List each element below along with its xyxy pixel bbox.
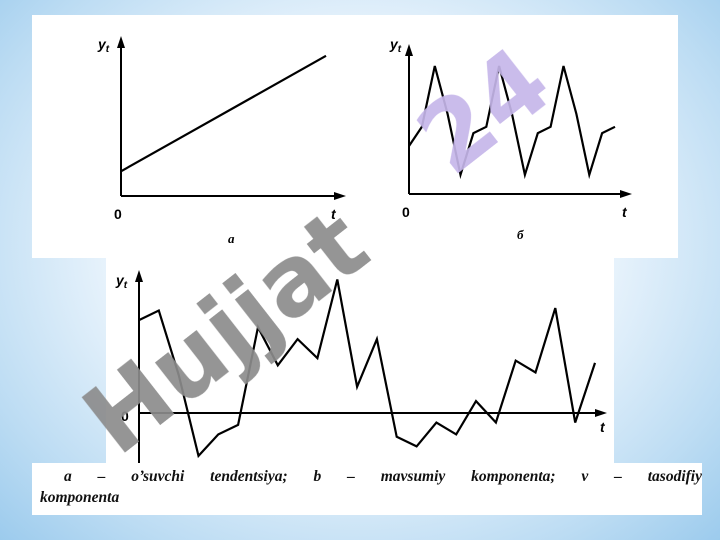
chart-b-panel-letter: б bbox=[517, 227, 524, 242]
chart-a-origin-label: 0 bbox=[114, 206, 122, 222]
chart-v-x-label: t bbox=[600, 419, 606, 435]
bottom-panel-background bbox=[106, 258, 614, 463]
watermark: Hujjat 24 bbox=[63, 26, 571, 477]
caption-line-2: komponenta bbox=[40, 489, 120, 506]
chart-b-y-label: yt bbox=[389, 36, 402, 55]
caption-panel-background bbox=[32, 463, 702, 515]
chart-v-y-arrow bbox=[135, 270, 143, 282]
chart-b-x-label: t bbox=[622, 204, 628, 220]
chart-v-zero-label: 0 bbox=[121, 408, 129, 424]
chart-a-panel-letter: a bbox=[228, 231, 235, 246]
figure-caption: a – o’suvchi tendentsiya; b – mavsumiy k… bbox=[40, 466, 702, 508]
chart-b-x-arrow bbox=[620, 190, 632, 198]
chart-a: yt 0 t a bbox=[97, 36, 346, 246]
chart-v-y-label: yt bbox=[115, 272, 128, 291]
chart-b: yt 0 t б bbox=[389, 36, 632, 242]
caption-line-1: a – o’suvchi tendentsiya; b – mavsumiy k… bbox=[64, 468, 702, 485]
chart-b-seasonal-line bbox=[408, 65, 616, 180]
chart-b-y-arrow bbox=[405, 44, 413, 56]
chart-b-origin-label: 0 bbox=[402, 204, 410, 220]
watermark-text: Hujjat bbox=[63, 188, 388, 476]
chart-a-x-arrow bbox=[334, 192, 346, 200]
chart-v-x-arrow bbox=[595, 409, 607, 417]
chart-a-x-label: t bbox=[331, 206, 337, 222]
chart-a-trend-line bbox=[120, 54, 327, 173]
chart-a-y-arrow bbox=[117, 36, 125, 48]
watermark-number: 24 bbox=[397, 26, 571, 197]
chart-v: yt 0 t bbox=[115, 270, 607, 463]
chart-v-random-line bbox=[138, 279, 597, 459]
top-panel-background bbox=[32, 15, 678, 258]
chart-a-y-label: yt bbox=[97, 36, 110, 55]
